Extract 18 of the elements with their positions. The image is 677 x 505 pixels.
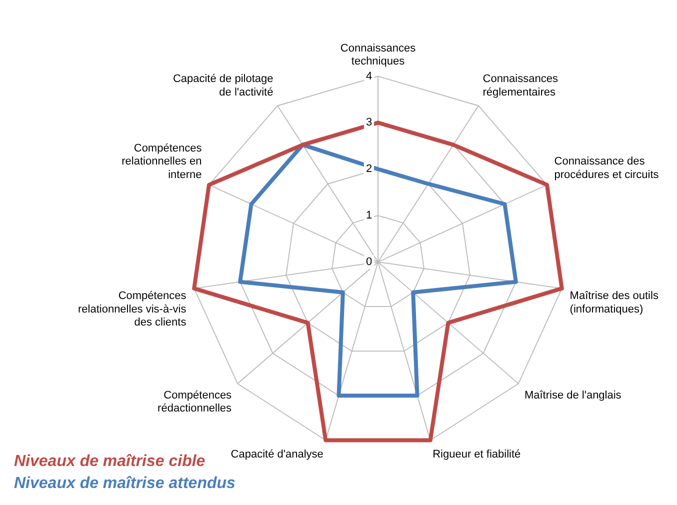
text: Niveaux de maîtrise cible (14, 453, 206, 470)
spoke-label: Compétences relationnelles vis-à-vis des clients (78, 290, 187, 329)
y-tick-label: 2 (366, 163, 372, 176)
spoke-label: Connaissances techniques (340, 42, 416, 68)
spoke-label: Maîtrise de l'anglais (524, 390, 622, 402)
y-tick-label: 4 (366, 70, 372, 82)
spoke-label: Connaissance des procédures et circuits (554, 156, 660, 181)
text: Niveaux de maîtrise attendus (14, 474, 236, 494)
spoke-label: Compétences relationnelles en interne (122, 142, 202, 181)
spoke-label: Connaissances réglementaires (482, 73, 558, 98)
spoke-label: Capacité de pilotage de l'activité (172, 73, 274, 98)
y-tick-label: 1 (366, 210, 372, 222)
spoke-label: Compétences rédactionnelles (158, 390, 232, 415)
y-tick-label: 0 (366, 256, 372, 268)
spoke-label: Maîtrise des outils (informatiques) (570, 290, 659, 316)
spoke-label: Rigueur et fiabilité (432, 448, 521, 461)
spoke-label: Capacité d'analyse (230, 448, 324, 461)
y-tick-label: 3 (366, 116, 372, 129)
